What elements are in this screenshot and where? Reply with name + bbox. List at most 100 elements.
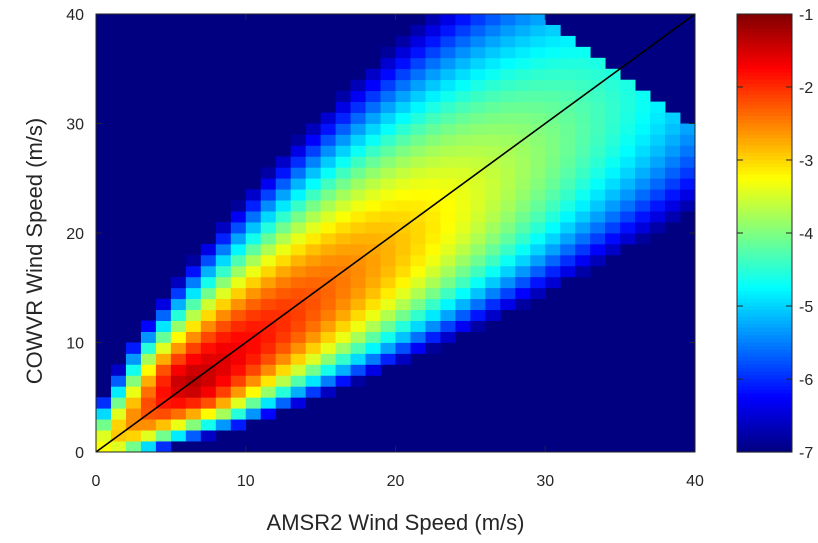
heatmap-cell <box>200 397 217 409</box>
heatmap-cell <box>260 397 277 409</box>
colorbar-step <box>737 382 792 387</box>
heatmap-cell <box>215 287 232 300</box>
x-tick-label: 0 <box>92 473 101 490</box>
heatmap-cell <box>395 145 411 157</box>
heatmap-cell <box>305 298 322 311</box>
heatmap-cell <box>500 222 516 234</box>
heatmap-cell <box>440 233 456 245</box>
heatmap-cell <box>545 200 561 212</box>
heatmap-cell <box>170 276 187 289</box>
heatmap-cell <box>290 156 307 168</box>
heatmap-cell <box>245 342 262 354</box>
heatmap-cell <box>305 189 322 201</box>
heatmap-cell <box>575 233 591 245</box>
heatmap-cell <box>365 364 381 376</box>
heatmap-cell <box>455 145 471 157</box>
heatmap-cell <box>530 211 546 223</box>
heatmap-cell <box>395 57 411 70</box>
heatmap-cell <box>275 233 292 245</box>
colorbar-step <box>737 258 792 263</box>
heatmap-cell <box>425 46 441 59</box>
colorbar-step <box>737 94 792 99</box>
heatmap-cell <box>155 408 172 420</box>
heatmap-cell <box>590 90 606 102</box>
heatmap-cell <box>395 35 411 48</box>
heatmap-cell <box>350 156 366 168</box>
heatmap-cell <box>470 68 486 81</box>
heatmap-cell <box>575 200 591 212</box>
heatmap-cell <box>410 46 426 59</box>
heatmap-cell <box>680 134 696 146</box>
heatmap-cell <box>260 353 277 365</box>
heatmap-cell <box>245 364 262 376</box>
heatmap-cell <box>275 320 292 332</box>
heatmap-cell <box>425 178 441 190</box>
heatmap-cell <box>275 156 292 168</box>
colorbar-step <box>737 116 792 121</box>
heatmap-cell <box>365 145 381 157</box>
heatmap-cell <box>620 222 636 234</box>
heatmap-cell <box>410 320 426 332</box>
heatmap-cell <box>335 298 351 311</box>
heatmap-cell <box>365 353 381 365</box>
heatmap-cell <box>500 57 516 70</box>
heatmap-cell <box>590 211 606 223</box>
heatmap-cell <box>215 298 232 311</box>
heatmap-cell <box>485 254 501 267</box>
heatmap-cell <box>545 101 561 113</box>
heatmap-cell <box>620 178 636 190</box>
heatmap-cell <box>440 112 456 124</box>
heatmap-cell <box>620 211 636 223</box>
heatmap-cell <box>500 189 516 201</box>
heatmap-cell <box>560 123 576 135</box>
colorbar-step <box>737 101 792 106</box>
heatmap-cell <box>545 145 561 157</box>
heatmap-cell <box>365 265 381 278</box>
heatmap-cell <box>515 112 531 124</box>
heatmap-cell <box>110 364 127 376</box>
heatmap-cell <box>395 320 411 332</box>
heatmap-cell <box>455 254 471 267</box>
heatmap-cell <box>290 364 307 376</box>
colorbar-step <box>737 203 792 209</box>
heatmap-cell <box>395 287 411 300</box>
heatmap-cell <box>215 419 232 431</box>
heatmap-cell <box>455 287 471 300</box>
heatmap-cell <box>395 79 411 92</box>
heatmap-cell <box>485 309 501 321</box>
heatmap-cell <box>455 90 471 102</box>
colorbar-step <box>737 127 792 132</box>
heatmap-cell <box>590 222 606 234</box>
heatmap-cell <box>320 222 337 234</box>
heatmap-cell <box>530 222 546 234</box>
colorbar-step <box>737 335 792 340</box>
colorbar-step <box>737 87 792 92</box>
heatmap-cell <box>590 145 606 157</box>
colorbar-step <box>737 233 792 238</box>
colorbar-step <box>737 222 792 227</box>
heatmap-cell <box>185 386 202 398</box>
heatmap-cell <box>680 145 696 157</box>
colorbar-step <box>737 17 792 22</box>
heatmap-cell <box>140 386 157 398</box>
heatmap-cell <box>605 79 621 92</box>
colorbar-step <box>737 79 792 84</box>
heatmap-cell <box>560 200 576 212</box>
heatmap-cell <box>425 145 441 157</box>
colorbar-step <box>737 346 792 351</box>
heatmap-cell <box>620 123 636 135</box>
heatmap-cell <box>470 309 486 321</box>
heatmap-cell <box>605 112 621 124</box>
heatmap-cell <box>245 276 262 289</box>
heatmap-cell <box>110 408 127 420</box>
heatmap-cell <box>380 123 396 135</box>
heatmap-cell <box>605 145 621 157</box>
heatmap-cell <box>515 35 531 48</box>
colorbar-step <box>737 200 792 205</box>
heatmap-cell <box>425 254 441 267</box>
colorbar-step <box>737 309 792 314</box>
heatmap-cell <box>425 189 441 201</box>
heatmap-cell <box>260 178 277 190</box>
heatmap-cell <box>350 123 366 135</box>
heatmap-cell <box>245 243 262 256</box>
